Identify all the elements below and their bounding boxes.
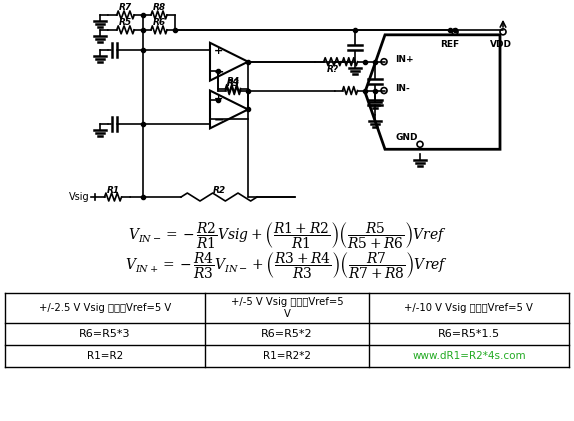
Text: Vsig: Vsig xyxy=(69,192,90,202)
Text: R7: R7 xyxy=(119,3,132,13)
Text: $V_{IN-} = -\dfrac{R2}{R1}Vsig + \left(\dfrac{R1+R2}{R1}\right)\left(\dfrac{R5}{: $V_{IN-} = -\dfrac{R2}{R1}Vsig + \left(\… xyxy=(127,220,447,251)
Text: IN+: IN+ xyxy=(395,55,414,64)
Text: R3: R3 xyxy=(226,79,239,88)
Text: +: + xyxy=(214,94,223,104)
Text: REF: REF xyxy=(440,40,459,49)
Text: GND: GND xyxy=(395,133,417,142)
Text: R2: R2 xyxy=(212,186,226,195)
Text: www.dR1=R2*4s.com: www.dR1=R2*4s.com xyxy=(412,351,526,361)
Text: R6=R5*2: R6=R5*2 xyxy=(261,329,313,339)
Text: R1=R2*2: R1=R2*2 xyxy=(263,351,311,361)
Text: $V_{IN+} = -\dfrac{R4}{R3}V_{IN-} + \left(\dfrac{R3+R4}{R3}\right)\left(\dfrac{R: $V_{IN+} = -\dfrac{R4}{R3}V_{IN-} + \lef… xyxy=(126,250,448,281)
Text: +/-2.5 V Vsig 范围，Vref=5 V: +/-2.5 V Vsig 范围，Vref=5 V xyxy=(39,303,171,313)
Text: R6=R5*1.5: R6=R5*1.5 xyxy=(438,329,500,339)
Text: +: + xyxy=(214,46,223,56)
Text: R6=R5*3: R6=R5*3 xyxy=(79,329,131,339)
Text: R?: R? xyxy=(327,65,339,74)
Text: VDD: VDD xyxy=(490,40,512,49)
Text: R1=R2: R1=R2 xyxy=(87,351,123,361)
Text: −: − xyxy=(214,113,224,126)
Text: +/-5 V Vsig 范围，Vref=5
V: +/-5 V Vsig 范围，Vref=5 V xyxy=(231,296,343,319)
Text: R6: R6 xyxy=(153,19,165,27)
Text: −: − xyxy=(214,66,224,79)
Text: R5: R5 xyxy=(119,19,132,27)
Text: R1: R1 xyxy=(106,186,119,195)
Text: +/-10 V Vsig 范围，Vref=5 V: +/-10 V Vsig 范围，Vref=5 V xyxy=(405,303,533,313)
Text: R8: R8 xyxy=(153,3,165,13)
Text: R4: R4 xyxy=(226,77,239,86)
Text: IN-: IN- xyxy=(395,84,410,93)
